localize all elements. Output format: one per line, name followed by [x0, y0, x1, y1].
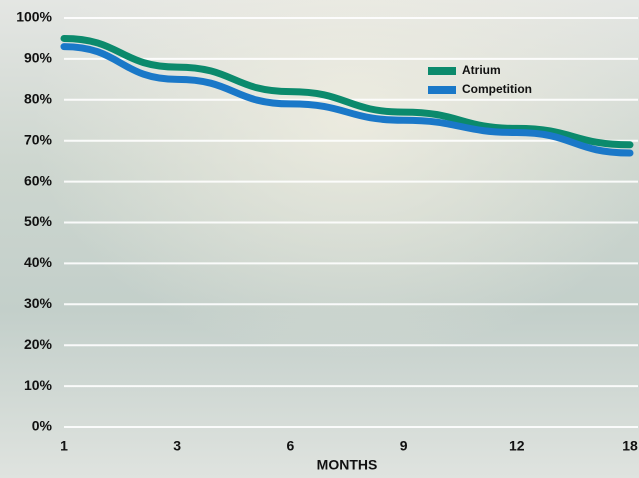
y-tick-label: 70% [24, 131, 53, 147]
y-tick-label: 10% [24, 377, 53, 393]
y-tick-label: 50% [24, 213, 53, 229]
y-tick-label: 60% [24, 172, 53, 188]
x-axis-label: MONTHS [317, 457, 378, 473]
y-tick-label: 80% [24, 91, 53, 107]
y-tick-label: 90% [24, 50, 53, 66]
x-tick-label: 9 [400, 438, 408, 454]
y-tick-label: 30% [24, 295, 53, 311]
x-tick-label: 18 [622, 438, 638, 454]
y-tick-label: 20% [24, 336, 53, 352]
series-line [60, 43, 634, 157]
legend-label: Atrium [462, 63, 501, 77]
y-tick-label: 0% [32, 418, 53, 434]
series-line [60, 34, 634, 149]
x-tick-label: 3 [173, 438, 181, 454]
legend-label: Competition [462, 82, 532, 96]
y-tick-label: 40% [24, 254, 53, 270]
x-tick-label: 1 [60, 438, 68, 454]
x-tick-label: 6 [287, 438, 295, 454]
y-tick-label: 100% [16, 9, 52, 25]
x-tick-label: 12 [509, 438, 525, 454]
legend-swatch [428, 86, 456, 94]
legend-swatch [428, 67, 456, 75]
